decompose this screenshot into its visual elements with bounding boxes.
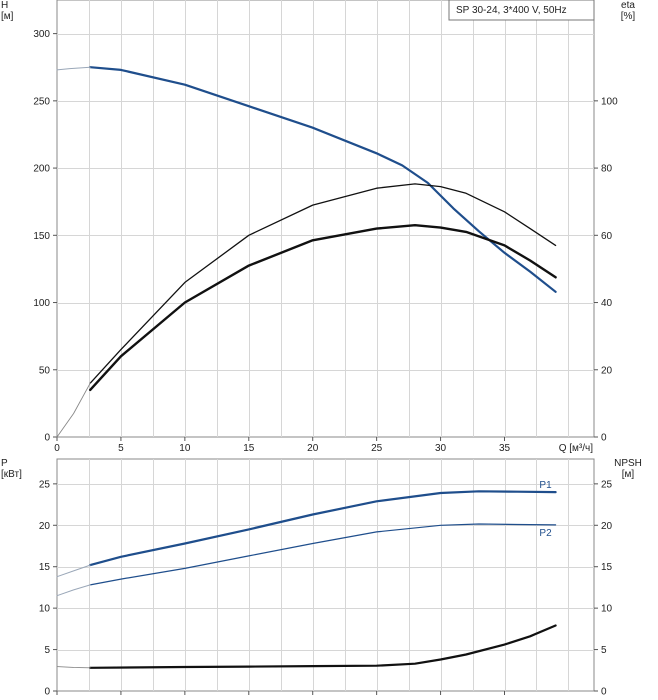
x-tick-label: 30 bbox=[435, 443, 447, 454]
series-line bbox=[89, 66, 557, 293]
plot-area bbox=[56, 0, 595, 438]
y-right-axis-label: [%] bbox=[621, 11, 636, 22]
y-right-axis-label: NPSH bbox=[614, 458, 642, 469]
series-line bbox=[89, 523, 557, 586]
series-line bbox=[89, 183, 557, 384]
plot-area bbox=[56, 458, 595, 692]
y-left-tick-label: 150 bbox=[33, 231, 50, 242]
x-tick-label: 35 bbox=[499, 443, 511, 454]
series-line bbox=[56, 666, 91, 669]
y-right-tick-label: 0 bbox=[601, 433, 607, 444]
y-left-tick-label: 20 bbox=[39, 521, 51, 532]
y-right-tick-label: 25 bbox=[601, 479, 613, 490]
x-axis-label: Q [м³/ч] bbox=[559, 443, 594, 454]
y-left-tick-label: 5 bbox=[44, 645, 50, 656]
y-right-tick-label: 80 bbox=[601, 164, 613, 175]
y-left-tick-label: 200 bbox=[33, 164, 50, 175]
y-right-tick-label: 5 bbox=[601, 645, 607, 656]
legend-text: SP 30-24, 3*400 V, 50Hz bbox=[456, 5, 567, 16]
y-left-tick-label: 50 bbox=[39, 365, 51, 376]
x-tick-label: 5 bbox=[118, 443, 124, 454]
y-left-tick-label: 300 bbox=[33, 29, 50, 40]
x-tick-label: 25 bbox=[371, 443, 383, 454]
series-line bbox=[56, 382, 91, 438]
series-label: P2 bbox=[539, 528, 552, 539]
y-left-tick-label: 100 bbox=[33, 298, 50, 309]
y-left-tick-label: 25 bbox=[39, 479, 51, 490]
y-left-axis-label: H bbox=[1, 0, 8, 11]
series-line bbox=[89, 490, 557, 567]
y-right-axis-label: [м] bbox=[622, 469, 635, 480]
y-left-axis-label: P bbox=[1, 458, 8, 469]
series-label: P1 bbox=[539, 480, 552, 491]
x-tick-label: 10 bbox=[179, 443, 191, 454]
y-right-tick-label: 60 bbox=[601, 231, 613, 242]
y-right-tick-label: 15 bbox=[601, 562, 613, 573]
y-left-axis-label: [кВт] bbox=[1, 469, 22, 480]
y-right-tick-label: 10 bbox=[601, 604, 613, 615]
x-tick-label: 20 bbox=[307, 443, 319, 454]
series-line bbox=[56, 66, 91, 71]
series-line bbox=[89, 224, 557, 392]
y-left-tick-label: 10 bbox=[39, 604, 51, 615]
series-line bbox=[56, 564, 91, 578]
head-efficiency-panel: 0 50 100 150 200 250 300 0 20 40 60 80 100 0 5 10 15 20 25… bbox=[1, 0, 635, 454]
y-left-tick-label: 250 bbox=[33, 96, 50, 107]
series-line bbox=[89, 624, 557, 669]
y-left-tick-label: 15 bbox=[39, 562, 51, 573]
y-left-axis-label: [м] bbox=[1, 11, 14, 22]
y-left-tick-label: 0 bbox=[44, 687, 50, 698]
legend-box: SP 30-24, 3*400 V, 50Hz bbox=[448, 0, 595, 21]
y-right-tick-label: 40 bbox=[601, 298, 613, 309]
y-right-tick-label: 100 bbox=[601, 96, 618, 107]
y-right-tick-label: 20 bbox=[601, 521, 613, 532]
y-right-tick-label: 20 bbox=[601, 365, 613, 376]
power-npsh-panel: 0 5 10 15 20 25 0 5 10 15 20 25 P[кВт] NPSH[м] P1 P2 bbox=[1, 458, 642, 698]
y-left-tick-label: 0 bbox=[44, 433, 50, 444]
x-tick-label: 15 bbox=[243, 443, 255, 454]
x-tick-label: 0 bbox=[54, 443, 60, 454]
series-line bbox=[56, 584, 91, 597]
y-right-tick-label: 0 bbox=[601, 687, 607, 698]
y-right-axis-label: eta bbox=[621, 0, 635, 11]
